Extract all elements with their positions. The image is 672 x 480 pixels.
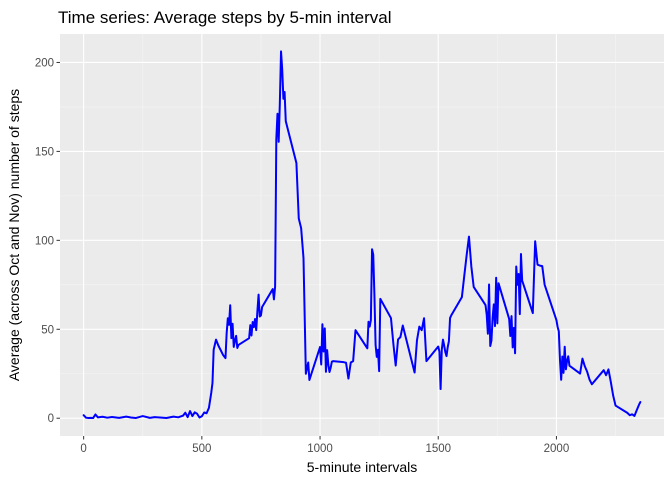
y-tick-label: 150 bbox=[35, 146, 54, 158]
x-axis: 0 500 1000 1500 2000 bbox=[80, 436, 569, 455]
y-tick-label: 200 bbox=[35, 57, 54, 69]
y-axis: 0 50 100 150 200 bbox=[35, 57, 60, 425]
major-gridlines bbox=[60, 34, 664, 436]
chart-title: Time series: Average steps by 5-min inte… bbox=[58, 8, 392, 27]
x-tick-label: 2000 bbox=[544, 443, 570, 455]
x-tick-label: 0 bbox=[80, 443, 86, 455]
x-tick-label: 1500 bbox=[425, 443, 451, 455]
series-line-0 bbox=[82, 50, 642, 420]
plot-panel bbox=[60, 34, 664, 436]
y-tick-label: 0 bbox=[48, 413, 54, 425]
series-layer bbox=[82, 50, 642, 420]
x-tick-label: 1000 bbox=[307, 443, 333, 455]
y-tick-label: 100 bbox=[35, 235, 54, 247]
y-tick-label: 50 bbox=[41, 324, 54, 336]
x-tick-label: 500 bbox=[192, 443, 211, 455]
x-axis-title: 5-minute intervals bbox=[307, 459, 418, 475]
y-axis-title: Average (across Oct and Nov) number of s… bbox=[6, 89, 22, 381]
